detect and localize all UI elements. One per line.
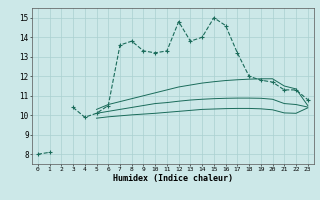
X-axis label: Humidex (Indice chaleur): Humidex (Indice chaleur) <box>113 174 233 183</box>
